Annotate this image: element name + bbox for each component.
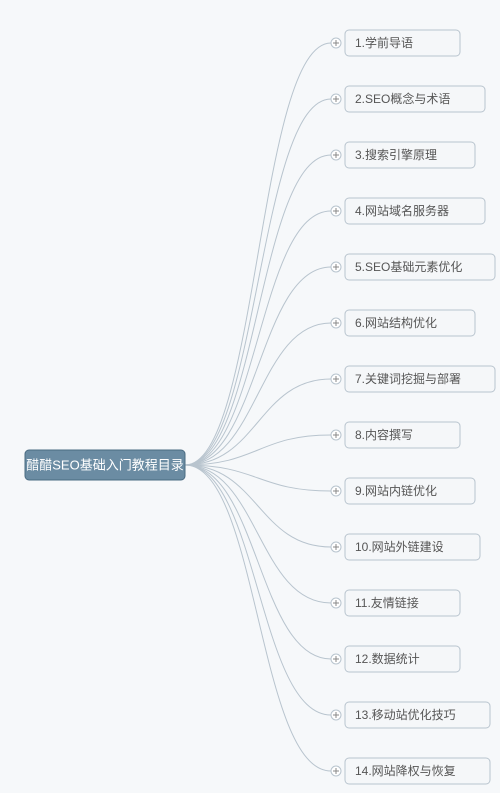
edge	[185, 465, 331, 771]
child-node[interactable]: 6.网站结构优化	[331, 310, 475, 336]
edge	[185, 43, 331, 465]
child-label: 8.内容撰写	[355, 427, 413, 442]
child-node[interactable]: 11.友情链接	[331, 590, 460, 616]
child-node[interactable]: 8.内容撰写	[331, 422, 460, 448]
edge	[185, 465, 331, 603]
expand-icon[interactable]	[331, 374, 341, 384]
mindmap-canvas: 醋醋SEO基础入门教程目录 1.学前导语 2.SEO概念与术语 3.搜索引擎原理 4.网…	[0, 0, 500, 793]
edge	[185, 323, 331, 465]
child-node[interactable]: 7.关键词挖掘与部署	[331, 366, 495, 392]
expand-icon[interactable]	[331, 318, 341, 328]
child-node[interactable]: 3.搜索引擎原理	[331, 142, 475, 168]
root-node[interactable]: 醋醋SEO基础入门教程目录	[25, 450, 185, 480]
child-node[interactable]: 12.数据统计	[331, 646, 460, 672]
child-label: 7.关键词挖掘与部署	[355, 371, 461, 386]
child-label: 14.网站降权与恢复	[355, 764, 456, 778]
edge	[185, 465, 331, 659]
expand-icon[interactable]	[331, 38, 341, 48]
expand-icon[interactable]	[331, 542, 341, 552]
edge	[185, 267, 331, 465]
child-label: 9.网站内链优化	[355, 483, 437, 498]
expand-icon[interactable]	[331, 150, 341, 160]
edge	[185, 211, 331, 465]
edge	[185, 155, 331, 465]
expand-icon[interactable]	[331, 654, 341, 664]
child-node[interactable]: 5.SEO基础元素优化	[331, 254, 495, 280]
child-label: 5.SEO基础元素优化	[355, 260, 462, 274]
child-label: 6.网站结构优化	[355, 315, 437, 330]
edge	[185, 465, 331, 491]
child-node[interactable]: 2.SEO概念与术语	[331, 86, 485, 112]
expand-icon[interactable]	[331, 262, 341, 272]
child-node[interactable]: 14.网站降权与恢复	[331, 758, 490, 784]
child-label: 3.搜索引擎原理	[355, 147, 437, 162]
child-label: 1.学前导语	[355, 35, 413, 50]
child-label: 11.友情链接	[355, 595, 419, 610]
expand-icon[interactable]	[331, 766, 341, 776]
child-node[interactable]: 10.网站外链建设	[331, 534, 480, 560]
child-node[interactable]: 4.网站域名服务器	[331, 198, 485, 224]
edge	[185, 465, 331, 715]
child-label: 12.数据统计	[355, 651, 420, 666]
expand-icon[interactable]	[331, 206, 341, 216]
edge	[185, 99, 331, 465]
child-label: 4.网站域名服务器	[355, 203, 449, 218]
root-label: 醋醋SEO基础入门教程目录	[26, 457, 183, 472]
expand-icon[interactable]	[331, 710, 341, 720]
child-label: 13.移动站优化技巧	[355, 708, 456, 722]
expand-icon[interactable]	[331, 430, 341, 440]
child-node[interactable]: 1.学前导语	[331, 30, 460, 56]
expand-icon[interactable]	[331, 94, 341, 104]
expand-icon[interactable]	[331, 598, 341, 608]
child-label: 2.SEO概念与术语	[355, 91, 450, 106]
child-node[interactable]: 13.移动站优化技巧	[331, 702, 490, 728]
child-node[interactable]: 9.网站内链优化	[331, 478, 475, 504]
expand-icon[interactable]	[331, 486, 341, 496]
edges-group	[185, 43, 331, 771]
child-label: 10.网站外链建设	[355, 539, 444, 554]
